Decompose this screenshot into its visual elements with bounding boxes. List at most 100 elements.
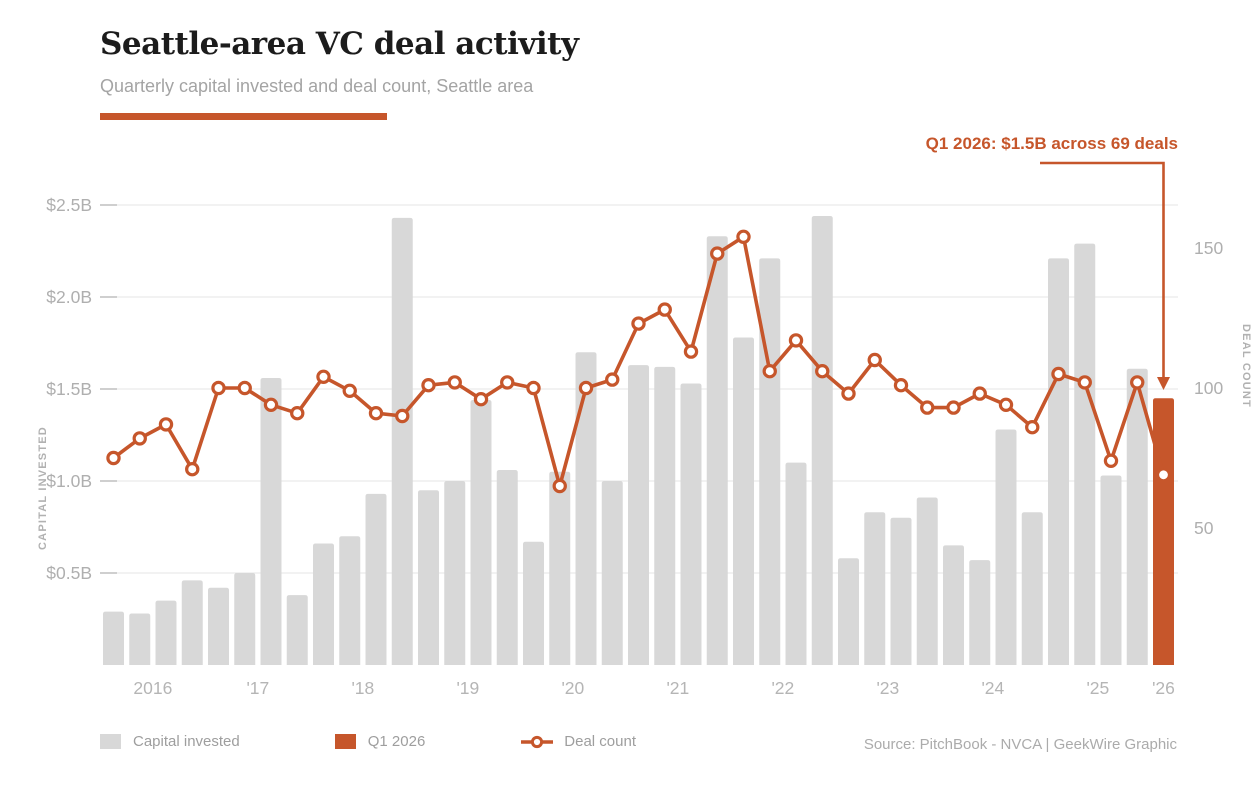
x-axis-label-22: '22 — [771, 678, 794, 698]
capital-bar-q2-2017 — [234, 573, 256, 665]
deal-count-point-q2-2021 — [657, 302, 672, 317]
deal-count-point-q3-2022 — [788, 333, 804, 348]
deal-count-point-q1-2018 — [316, 369, 331, 384]
deal-count-point-q3-2019 — [473, 392, 489, 407]
x-axis-label-18: '18 — [351, 678, 374, 698]
capital-bar-q3-2025 — [1100, 475, 1122, 665]
capital-bar-q2-2022 — [759, 258, 781, 665]
deal-count-point-q1-2026 — [1159, 470, 1168, 480]
highlight-bar-q1-2026 — [1153, 398, 1174, 665]
capital-bar-q3-2019 — [470, 400, 492, 665]
right-axis-label: 50 — [1194, 518, 1214, 538]
deal-count-point-q1-2024 — [946, 400, 961, 415]
legend-item-highlight: Q1 2026 — [334, 733, 426, 750]
annotation-arrowhead-icon — [1157, 377, 1170, 390]
x-axis-label-17: '17 — [246, 678, 269, 698]
legend: Capital invested Q1 2026 Deal count — [100, 733, 636, 750]
capital-bar-q2-2016 — [129, 613, 151, 665]
capital-bar-q1-2022 — [733, 337, 754, 665]
left-axis-label: $1.0B — [46, 471, 92, 491]
deal-count-point-q1-2017 — [211, 380, 226, 396]
right-axis-title: DEAL COUNT — [1240, 324, 1252, 408]
deal-count-point-q1-2016 — [106, 450, 121, 466]
deal-count-point-q2-2017 — [237, 380, 252, 396]
capital-bar-q4-2024 — [1021, 512, 1043, 665]
x-axis-label-23: '23 — [876, 678, 899, 698]
capital-bar-q4-2022 — [811, 216, 833, 666]
deal-count-point-q1-2019 — [421, 378, 436, 393]
capital-bar-q1-2019 — [418, 490, 439, 665]
deal-count-point-q4-2020 — [605, 372, 620, 387]
right-axis-label: 100 — [1194, 378, 1223, 398]
capital-bar-q2-2024 — [969, 560, 991, 665]
deal-count-point-q2-2019 — [447, 375, 462, 390]
capital-bar-q1-2017 — [208, 587, 229, 665]
x-axis-label-2016: 2016 — [133, 678, 172, 698]
x-axis-label-24: '24 — [981, 678, 1004, 698]
x-axis-label-20: '20 — [561, 678, 584, 698]
capital-bar-q4-2016 — [181, 580, 203, 665]
deal-count-point-q3-2025 — [1103, 453, 1119, 468]
deal-count-point-q4-2021 — [710, 246, 725, 261]
capital-bar-q4-2019 — [496, 469, 518, 665]
x-axis-label-21: '21 — [666, 678, 689, 698]
capital-bar-q3-2016 — [155, 600, 177, 665]
capital-bar-q1-2024 — [943, 545, 964, 665]
capital-bar-q3-2022 — [785, 462, 807, 665]
deal-count-point-q1-2025 — [1051, 366, 1066, 382]
legend-item-capital: Capital invested — [100, 733, 240, 750]
left-axis-title: CAPITAL INVESTED — [37, 426, 49, 550]
deal-count-point-q3-2020 — [578, 380, 594, 396]
capital-bar-q2-2019 — [444, 481, 466, 665]
page-title: Seattle-area VC deal activity — [100, 26, 579, 62]
deal-count-point-q2-2023 — [867, 352, 882, 368]
deal-count-point-q3-2018 — [368, 406, 384, 421]
left-axis-label: $2.5B — [46, 195, 92, 215]
deal-count-point-q4-2017 — [290, 406, 305, 421]
deal-count-point-q1-2023 — [841, 386, 856, 401]
deal-count-point-q2-2018 — [342, 383, 357, 398]
deal-count-point-q4-2022 — [815, 364, 830, 379]
deal-count-point-q1-2022 — [736, 229, 751, 244]
deal-count-point-q1-2021 — [631, 316, 646, 331]
capital-bar-q4-2021 — [706, 236, 728, 665]
x-axis-label-19: '19 — [456, 678, 479, 698]
legend-capital-label: Capital invested — [133, 733, 240, 750]
capital-bar-q1-2016 — [103, 611, 124, 665]
deal-count-point-q1-2020 — [526, 380, 541, 396]
capital-bar-q1-2020 — [523, 541, 544, 665]
deal-count-point-q4-2025 — [1130, 375, 1145, 390]
deal-count-point-q2-2025 — [1077, 375, 1092, 390]
capital-bar-q3-2018 — [365, 493, 387, 665]
capital-bar-q4-2020 — [601, 481, 623, 665]
capital-bar-q3-2024 — [995, 429, 1017, 665]
deal-count-point-q4-2016 — [185, 462, 200, 477]
deal-count-point-q4-2023 — [920, 400, 935, 415]
deal-count-point-q2-2024 — [972, 386, 987, 401]
capital-bar-q4-2017 — [286, 595, 308, 665]
capital-bar-q4-2018 — [391, 217, 413, 665]
deal-count-point-q2-2016 — [132, 431, 147, 446]
capital-bar-q2-2021 — [654, 366, 676, 665]
capital-bar-q2-2025 — [1074, 243, 1096, 665]
x-axis-label-26: '26 — [1152, 678, 1175, 698]
left-axis-label: $2.0B — [46, 287, 92, 307]
legend-highlight-label: Q1 2026 — [367, 733, 426, 750]
left-axis-label: $1.5B — [46, 379, 92, 399]
source-credit: Source: PitchBook - NVCA | GeekWire Grap… — [863, 736, 1177, 753]
deal-count-point-q3-2016 — [158, 417, 174, 432]
deal-count-point-q2-2022 — [762, 364, 777, 379]
left-axis-label: $0.5B — [46, 563, 92, 583]
highlight-swatch-icon — [334, 734, 356, 749]
deal-count-point-q4-2019 — [500, 375, 515, 390]
deal-count-point-q3-2023 — [893, 378, 909, 393]
deal-count-point-q3-2017 — [263, 397, 279, 412]
capital-bar-q2-2020 — [549, 471, 571, 665]
legend-item-dealcount: Deal count — [520, 733, 636, 750]
capital-bar-q1-2018 — [313, 543, 334, 665]
deal-count-point-q3-2021 — [683, 344, 699, 359]
capital-bar-q1-2025 — [1048, 258, 1069, 665]
annotation-arrow-line — [1040, 161, 1165, 379]
